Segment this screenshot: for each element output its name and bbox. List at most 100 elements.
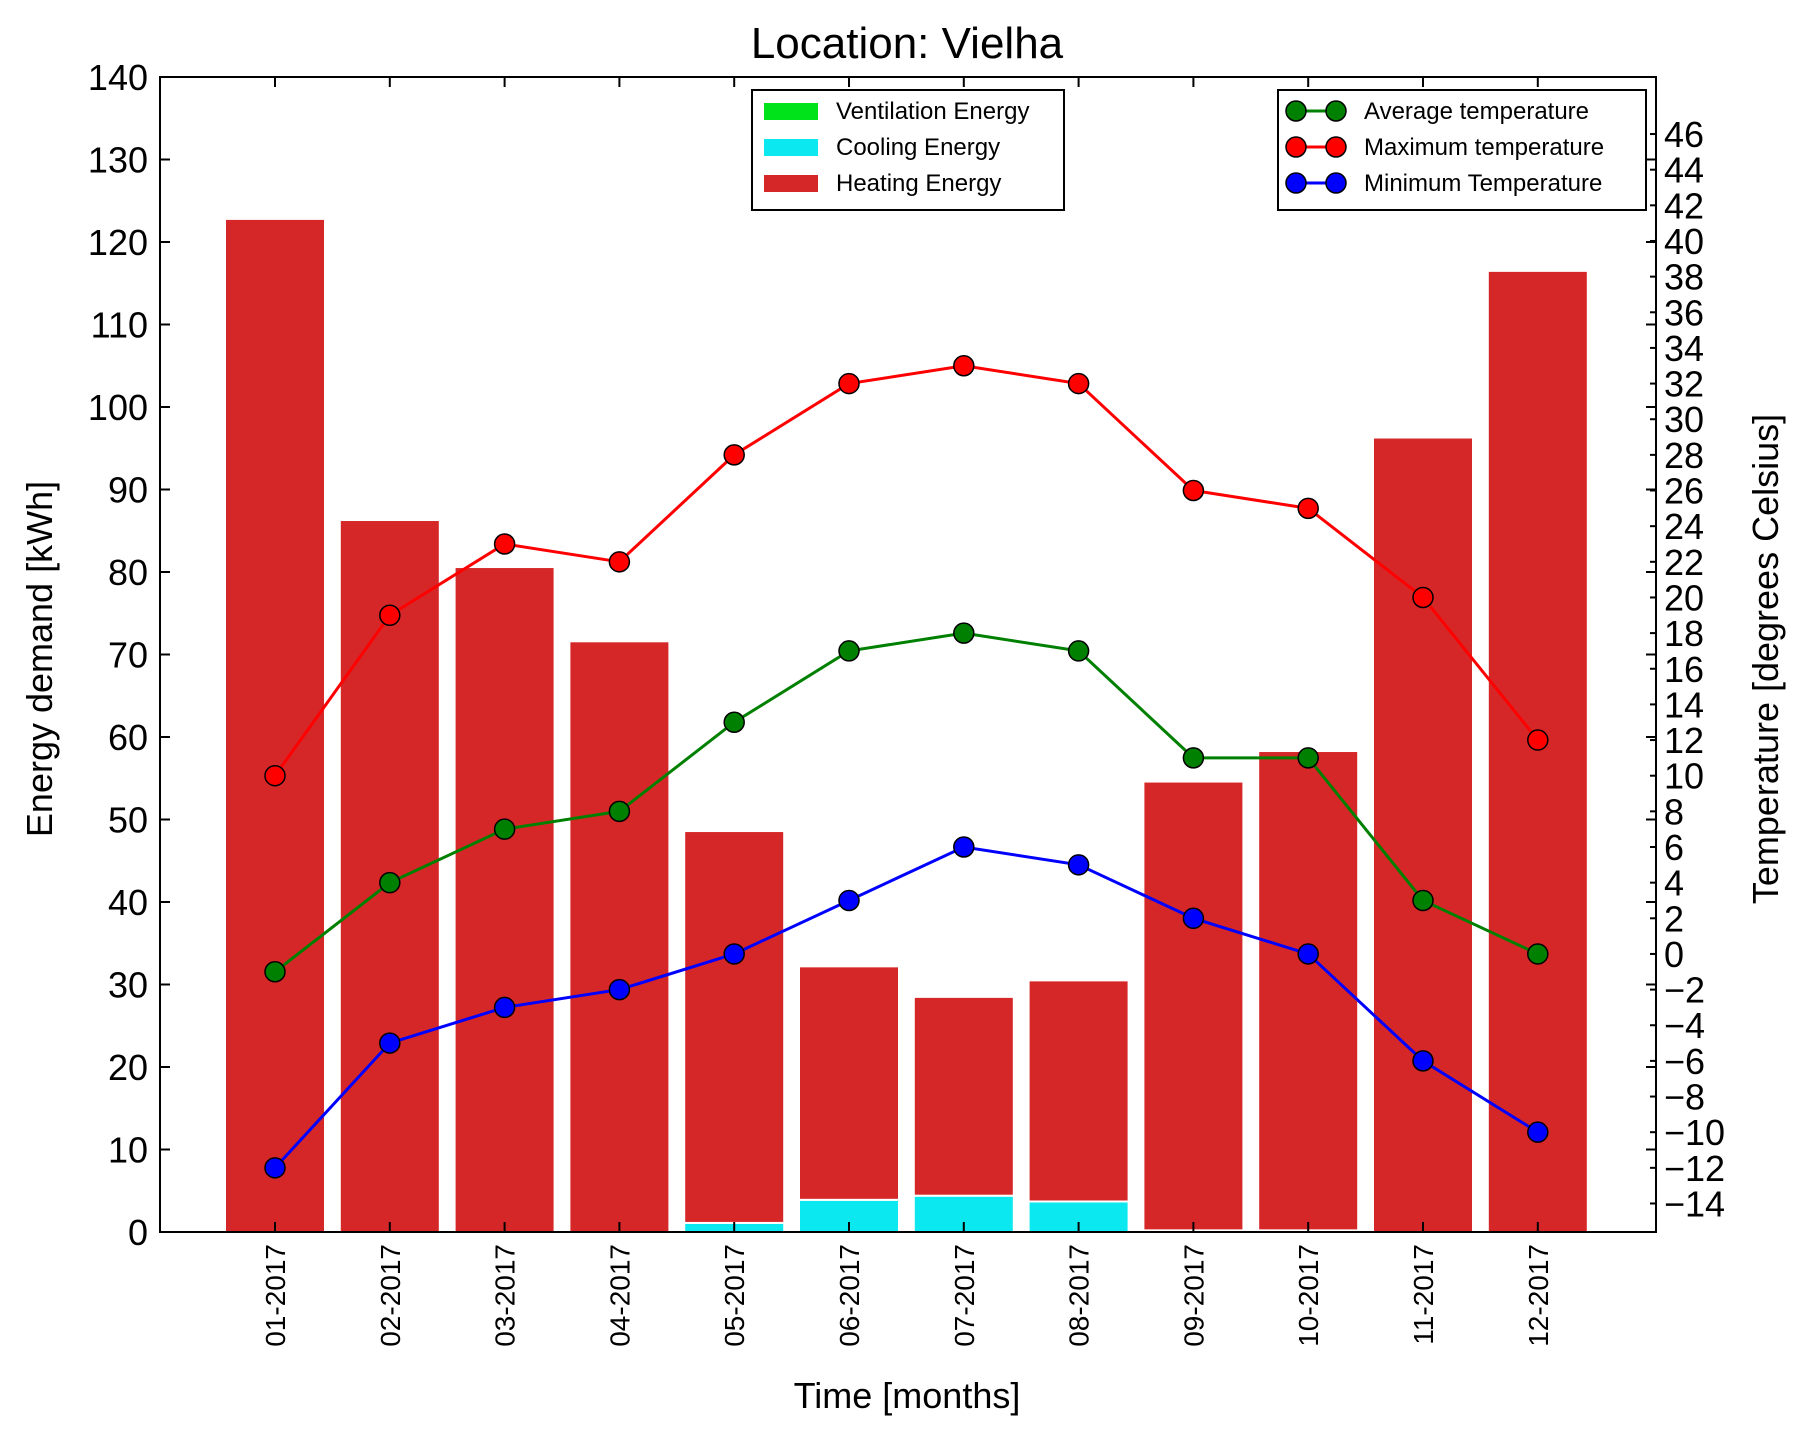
ticks-layer: 0102030405060708090100110120130140−14−12… [88, 57, 1725, 1347]
line-maximum-temperature [273, 364, 1539, 777]
y-tick-label: 20 [108, 1047, 148, 1088]
point-minimum-temperature [838, 889, 860, 912]
point-maximum-temperature [1527, 729, 1549, 751]
y2-tick-label: 22 [1664, 542, 1704, 583]
point-minimum-temperature [493, 996, 516, 1019]
y-tick-label: 100 [88, 387, 148, 428]
point-minimum-temperature [264, 1157, 286, 1179]
point-average-temperature [1067, 640, 1090, 662]
legend-label-cooling-energy: Cooling Energy [836, 134, 1000, 161]
point-minimum-temperature [723, 943, 745, 965]
point-minimum-temperature [379, 1032, 401, 1054]
point-maximum-temperature [1412, 586, 1434, 609]
x-tick-label: 11-2017 [1408, 1244, 1439, 1345]
legend-label-minimum-temperature: Minimum Temperature [1364, 170, 1602, 197]
y2-axis-title: Temperature [degrees Celsius] [1745, 414, 1786, 904]
legend-marker-maximum-temperature [1325, 136, 1347, 158]
legend-swatch-heating-energy [764, 175, 818, 192]
legend-marker-minimum-temperature [1325, 172, 1347, 194]
y2-tick-label: 12 [1664, 720, 1704, 761]
y2-tick-label: −12 [1664, 1148, 1725, 1189]
point-maximum-temperature [1297, 497, 1319, 520]
point-minimum-temperature [953, 836, 975, 858]
point-average-temperature [1182, 747, 1205, 769]
x-axis-title: Time [months] [794, 1375, 1021, 1416]
x-tick-label: 09-2017 [1178, 1244, 1209, 1347]
point-minimum-temperature [1067, 854, 1090, 876]
point-average-temperature [379, 871, 401, 894]
point-maximum-temperature [838, 372, 860, 395]
y-tick-label: 0 [128, 1212, 148, 1253]
x-tick-label: 06-2017 [834, 1244, 865, 1347]
y2-tick-label: 42 [1664, 185, 1704, 226]
legend-marker-minimum-temperature [1285, 172, 1307, 194]
point-maximum-temperature [493, 533, 516, 555]
y-tick-label: 90 [108, 470, 148, 511]
bar-heating-energy [453, 566, 556, 1233]
y-tick-label: 10 [108, 1130, 148, 1171]
y2-tick-label: 24 [1664, 506, 1704, 547]
bar-heating-energy [683, 830, 786, 1224]
bar-legend: Ventilation Energy Cooling Energy Heating … [751, 89, 1065, 211]
point-average-temperature [838, 640, 860, 662]
line-average-temperature [274, 631, 1539, 973]
x-tick-label: 03-2017 [490, 1244, 521, 1347]
point-minimum-temperature [1412, 1050, 1434, 1072]
y-tick-label: 110 [91, 305, 148, 346]
bar-heating-energy [798, 965, 900, 1201]
y2-tick-label: 26 [1664, 471, 1704, 512]
bar-heating-energy [1257, 750, 1360, 1232]
y2-tick-label: 16 [1664, 649, 1704, 690]
point-minimum-temperature [1182, 907, 1205, 930]
y2-tick-label: 18 [1664, 613, 1704, 654]
legend-swatch-ventilation-energy [764, 103, 818, 120]
y2-tick-label: 38 [1664, 257, 1704, 298]
legend-marker-average-temperature [1325, 100, 1347, 122]
bar-heating-energy [224, 217, 326, 1233]
point-average-temperature [264, 961, 286, 983]
y-tick-label: 40 [108, 882, 148, 923]
lines-layer [264, 355, 1549, 1179]
y2-tick-label: 8 [1664, 791, 1684, 832]
point-maximum-temperature [264, 764, 286, 787]
x-tick-label: 07-2017 [949, 1244, 980, 1347]
y2-tick-label: 28 [1664, 435, 1704, 476]
y2-tick-label: 32 [1664, 364, 1704, 405]
chart-title: Location: Vielha [751, 19, 1064, 68]
x-tick-label: 02-2017 [375, 1244, 406, 1347]
x-tick-label: 01-2017 [260, 1244, 291, 1347]
point-average-temperature [723, 711, 745, 733]
bar-heating-energy [568, 640, 671, 1233]
legend-marker-average-temperature [1285, 100, 1307, 122]
y2-tick-label: −2 [1664, 970, 1705, 1011]
y2-tick-label: 30 [1664, 399, 1704, 440]
y-tick-label: 130 [88, 140, 148, 181]
bar-heating-energy [1486, 269, 1589, 1233]
point-maximum-temperature [723, 444, 745, 466]
x-tick-label: 08-2017 [1064, 1244, 1095, 1347]
y-tick-label: 70 [108, 635, 148, 676]
bar-heating-energy [1027, 979, 1130, 1203]
point-average-temperature [493, 818, 516, 840]
legend-swatch-cooling-energy [764, 139, 818, 156]
legend-label-maximum-temperature: Maximum temperature [1364, 134, 1604, 161]
y-tick-label: 80 [108, 552, 148, 593]
legend-label-ventilation-energy: Ventilation Energy [836, 98, 1029, 125]
x-tick-label: 10-2017 [1293, 1244, 1324, 1347]
legend-marker-maximum-temperature [1285, 136, 1307, 158]
y-axis-title: Energy demand [kWh] [19, 481, 60, 837]
point-average-temperature [953, 622, 975, 644]
y2-tick-label: 36 [1664, 292, 1704, 333]
y2-tick-label: 10 [1664, 756, 1704, 797]
y2-tick-label: 46 [1664, 114, 1704, 155]
y2-tick-label: −4 [1664, 1005, 1705, 1046]
y2-tick-label: −8 [1664, 1077, 1705, 1118]
point-average-temperature [1527, 943, 1549, 965]
legend-label-heating-energy: Heating Energy [836, 170, 1001, 197]
point-maximum-temperature [1182, 479, 1205, 502]
y-tick-label: 140 [88, 57, 148, 98]
y2-tick-label: 44 [1664, 150, 1704, 191]
bar-heating-energy [912, 995, 1015, 1197]
point-minimum-temperature [608, 978, 631, 1001]
